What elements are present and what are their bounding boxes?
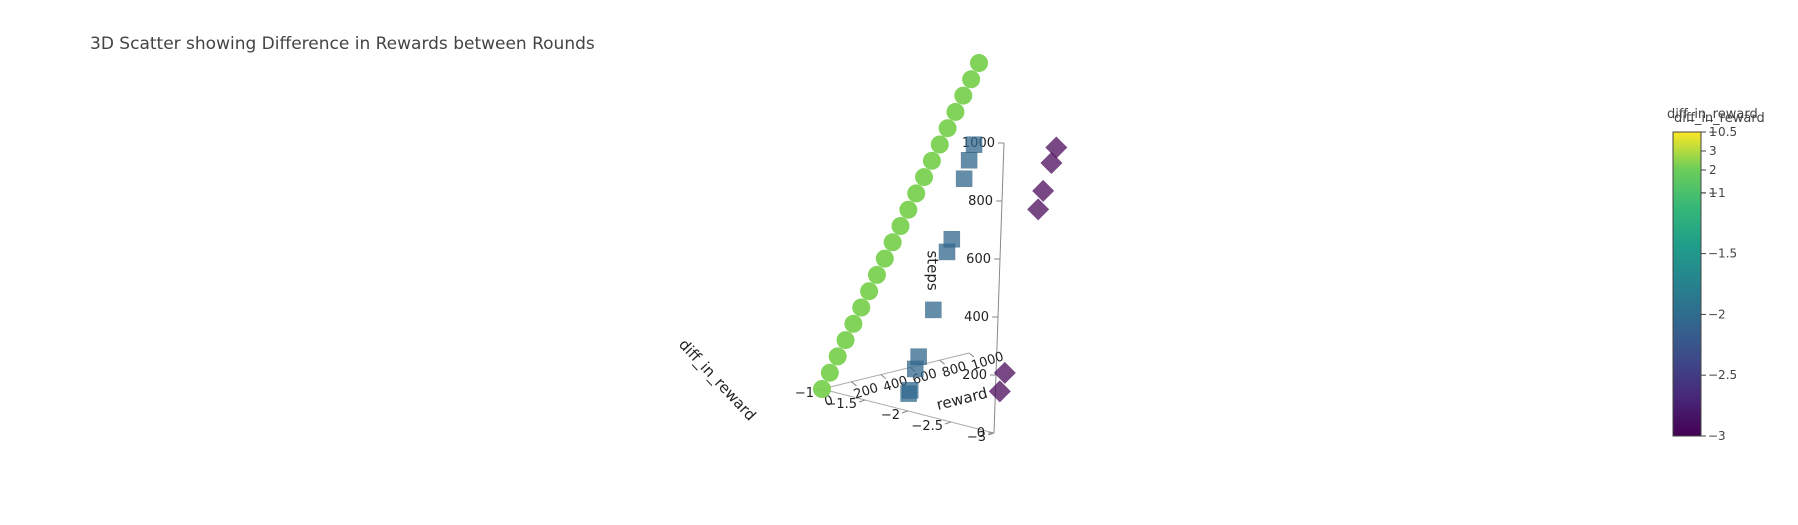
data-point-circle — [828, 347, 847, 366]
z-tick-label: 200 — [962, 368, 987, 383]
colorbar-tick-label: −0.5 — [1708, 125, 1737, 139]
y-tick-mark — [944, 421, 952, 425]
data-point-circle — [836, 331, 855, 350]
colorbar-tick-label: −2.5 — [1708, 368, 1737, 382]
y-tick-label: −3 — [967, 430, 986, 445]
data-point-circle — [922, 151, 941, 170]
z-axis-title: steps — [924, 250, 942, 290]
chart-title: 3D Scatter showing Difference in Rewards… — [90, 34, 595, 54]
data-point-circle — [867, 265, 886, 284]
y-tick-label: −1.5 — [825, 397, 857, 412]
data-point-circle — [820, 363, 839, 382]
y-tick-mark — [987, 432, 995, 436]
colorbar-tick-label: −3 — [1708, 429, 1726, 443]
data-point-circle — [930, 135, 949, 154]
x-axis-line — [821, 352, 970, 390]
x-tick-label: 200 — [852, 381, 880, 403]
marks-layer — [813, 54, 1068, 403]
data-point-diamond — [1032, 179, 1055, 202]
x-tick-mark — [968, 352, 975, 358]
data-point-circle — [915, 168, 934, 187]
colorbar-tick-label: −1 — [1708, 186, 1726, 200]
colorbar-title: diff_in_reward — [1667, 107, 1758, 122]
data-point-square — [965, 136, 983, 153]
y-tick-mark — [901, 410, 909, 414]
data-point-diamond — [988, 380, 1011, 403]
x-tick-mark — [939, 359, 945, 365]
colorbar-tick-label: −2 — [1708, 307, 1726, 321]
y-tick-label: −2.5 — [911, 419, 943, 434]
x-axis-title: reward — [935, 384, 990, 414]
colorbar2-tick-label: 3 — [1709, 144, 1717, 158]
y-axis-title: diff_in_reward — [674, 335, 759, 424]
data-point-diamond — [1027, 198, 1050, 221]
data-point-circle — [962, 70, 981, 89]
y-tick-label: −1 — [795, 386, 814, 401]
x-tick-mark — [851, 381, 857, 387]
z-tick-label: 400 — [964, 310, 989, 325]
z-tick-label: 600 — [966, 252, 991, 267]
colorbar-gradient — [1672, 131, 1702, 437]
y-tick-label: −2 — [881, 408, 900, 423]
data-point-square — [943, 230, 961, 248]
colorbar-title: diff_in_reward — [1674, 111, 1765, 126]
data-point-circle — [860, 282, 879, 301]
data-point-circle — [970, 54, 988, 72]
data-point-circle — [852, 298, 871, 317]
y-tick-mark — [858, 399, 866, 403]
data-point-square — [901, 382, 919, 399]
x-tick-mark — [880, 374, 887, 379]
data-point-square — [960, 151, 978, 169]
data-point-circle — [813, 380, 831, 398]
z-tick-label: 0 — [977, 426, 985, 441]
data-point-circle — [954, 86, 973, 105]
data-point-circle — [875, 249, 894, 268]
colorbar: −0.5 −1 −1.5 −2 −2.5 −3 diff_in_rewarddiff_in_… — [1667, 107, 1765, 443]
colorbar2-tick-label: 1 — [1709, 125, 1717, 139]
data-point-square — [910, 348, 927, 365]
colorbar2-tick-label: 1 — [1709, 186, 1717, 200]
data-point-square — [925, 301, 942, 319]
colorbar-tick-label: −1.5 — [1708, 247, 1737, 261]
data-point-square — [955, 170, 973, 187]
x-tick-label: 800 — [940, 359, 968, 381]
data-point-circle — [938, 119, 957, 138]
data-point-diamond — [993, 361, 1016, 384]
data-point-circle — [883, 233, 902, 252]
data-point-circle — [891, 217, 910, 235]
data-point-circle — [844, 314, 863, 333]
data-point-circle — [899, 200, 918, 219]
colorbar2-tick-label: 2 — [1709, 163, 1717, 177]
data-point-circle — [946, 102, 965, 121]
data-point-circle — [907, 184, 926, 203]
z-tick-label: 800 — [968, 194, 993, 209]
data-point-diamond — [1045, 136, 1068, 159]
